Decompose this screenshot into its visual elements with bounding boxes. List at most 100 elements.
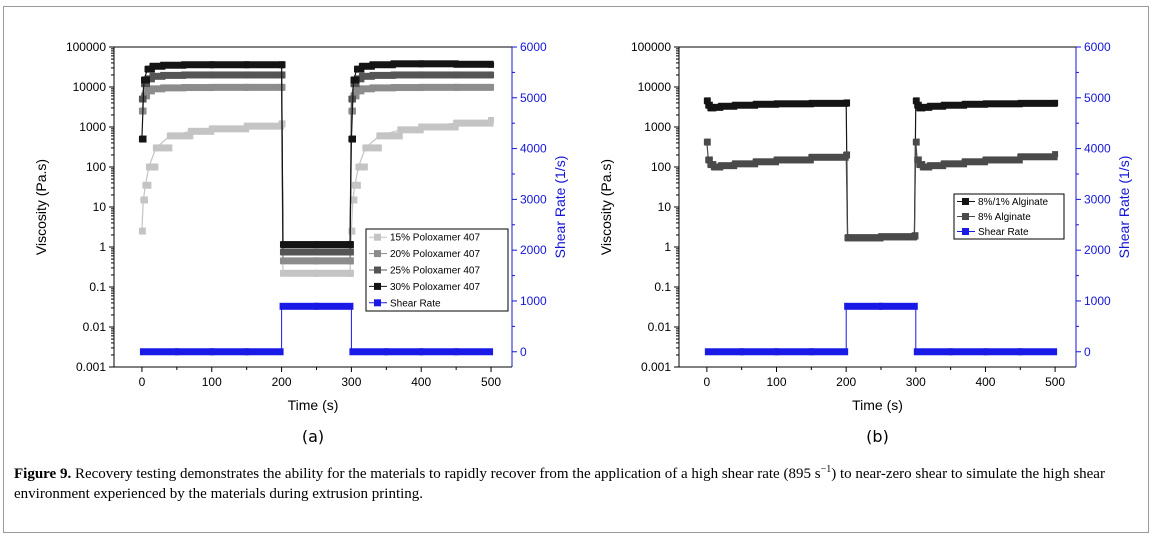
data-point [731, 160, 738, 167]
shear-rate-segment [174, 348, 214, 356]
series-marker-band [845, 234, 884, 242]
x-tick-label: 0 [704, 375, 711, 389]
panel-tag: (b) [866, 427, 889, 446]
data-point [369, 72, 376, 79]
data-point [348, 96, 355, 103]
y-tick-label: 10000 [73, 80, 107, 94]
data-point [313, 248, 320, 255]
y-tick-label: 0.001 [641, 360, 671, 374]
series-marker-band [369, 71, 396, 79]
legend-box [365, 228, 509, 312]
series-marker-band [160, 84, 187, 92]
series-marker-band [313, 248, 353, 256]
data-point [279, 270, 286, 277]
data-point [710, 164, 717, 170]
data-point [348, 228, 355, 235]
legend-marker [374, 250, 381, 258]
data-point [369, 61, 376, 68]
series-marker-band [390, 84, 424, 92]
series-marker-band [774, 100, 814, 108]
data-point [912, 139, 919, 146]
shear-rate-segment [844, 302, 883, 310]
x-tick-label: 300 [341, 375, 361, 389]
data-point [773, 100, 780, 107]
series-marker-band [711, 163, 724, 171]
series-marker-band [418, 71, 459, 79]
legend-marker [374, 282, 381, 290]
data-point [488, 61, 495, 68]
series-marker-band [313, 257, 353, 265]
data-point [707, 104, 714, 111]
data-point [843, 99, 850, 106]
data-point [313, 257, 320, 264]
x-tick-label: 500 [1045, 375, 1065, 389]
panel-b-chart: 0.0010.010.11101001000100001000000100020… [598, 40, 1132, 446]
data-point [390, 60, 397, 67]
data-point [982, 100, 989, 107]
data-point [142, 182, 149, 189]
data-point [348, 136, 355, 143]
caption-superscript: −1 [820, 464, 832, 475]
legend-label: 8% Alginate [978, 212, 1031, 223]
data-point [313, 241, 320, 248]
caption-label: Figure 9. [14, 466, 72, 482]
y-tick-label: 100000 [66, 40, 106, 54]
data-point [844, 234, 851, 241]
series-marker-band [244, 61, 285, 69]
series-marker-band [313, 241, 353, 249]
series-marker-band [418, 123, 459, 131]
data-point [916, 161, 923, 168]
y2-tick-label: 4000 [1084, 142, 1111, 156]
series-marker-band [362, 144, 382, 152]
shear-rate-segment [279, 302, 319, 310]
legend-marker [374, 299, 381, 307]
data-point [397, 126, 404, 133]
series-marker-band [927, 102, 947, 110]
x-tick-label: 200 [272, 375, 292, 389]
y2-tick-label: 2000 [520, 243, 547, 257]
data-point [703, 97, 710, 104]
series-marker-band [1017, 99, 1058, 107]
shear-rate-segment [139, 348, 179, 356]
series-marker-band [808, 153, 849, 161]
data-point [358, 73, 365, 80]
y2-axis-label: Shear Rate (1/s) [552, 156, 568, 259]
data-point [731, 102, 738, 109]
data-point [347, 241, 354, 248]
y-tick-label: 0.001 [76, 360, 106, 374]
shear-rate-segment [1018, 348, 1058, 356]
data-point [390, 71, 397, 78]
shear-rate-segment [419, 348, 459, 356]
data-point [877, 233, 884, 240]
legend-label: Shear Rate [390, 298, 441, 309]
x-axis-label: Time (s) [852, 397, 903, 413]
data-point [138, 108, 145, 115]
data-point [926, 162, 933, 169]
legend-label: Shear Rate [978, 227, 1029, 238]
shear-rate-segment [739, 348, 779, 356]
series-marker-band [920, 163, 933, 171]
data-point [180, 61, 187, 68]
series-marker-band [244, 122, 285, 130]
series-marker-band [941, 160, 968, 168]
legend-marker [962, 198, 969, 205]
series-marker-band [808, 99, 849, 107]
y-axis-label: Viscosity (Pa.s) [598, 159, 614, 255]
data-point [717, 162, 724, 169]
data-point [390, 84, 397, 91]
data-point [351, 182, 358, 189]
series-marker-band [982, 156, 1023, 164]
series-marker-band [280, 241, 319, 249]
x-tick-label: 400 [975, 375, 995, 389]
series-marker-band [941, 101, 968, 109]
legend-label: 30% Poloxamer 407 [390, 282, 480, 293]
series-marker-band [355, 163, 368, 171]
data-point [488, 116, 495, 123]
data-point [843, 151, 850, 158]
y-tick-label: 100 [651, 160, 671, 174]
data-point [911, 232, 918, 239]
data-point [140, 196, 147, 203]
x-tick-label: 100 [766, 375, 786, 389]
series-marker-band [280, 269, 319, 277]
series-marker-band [359, 72, 375, 80]
